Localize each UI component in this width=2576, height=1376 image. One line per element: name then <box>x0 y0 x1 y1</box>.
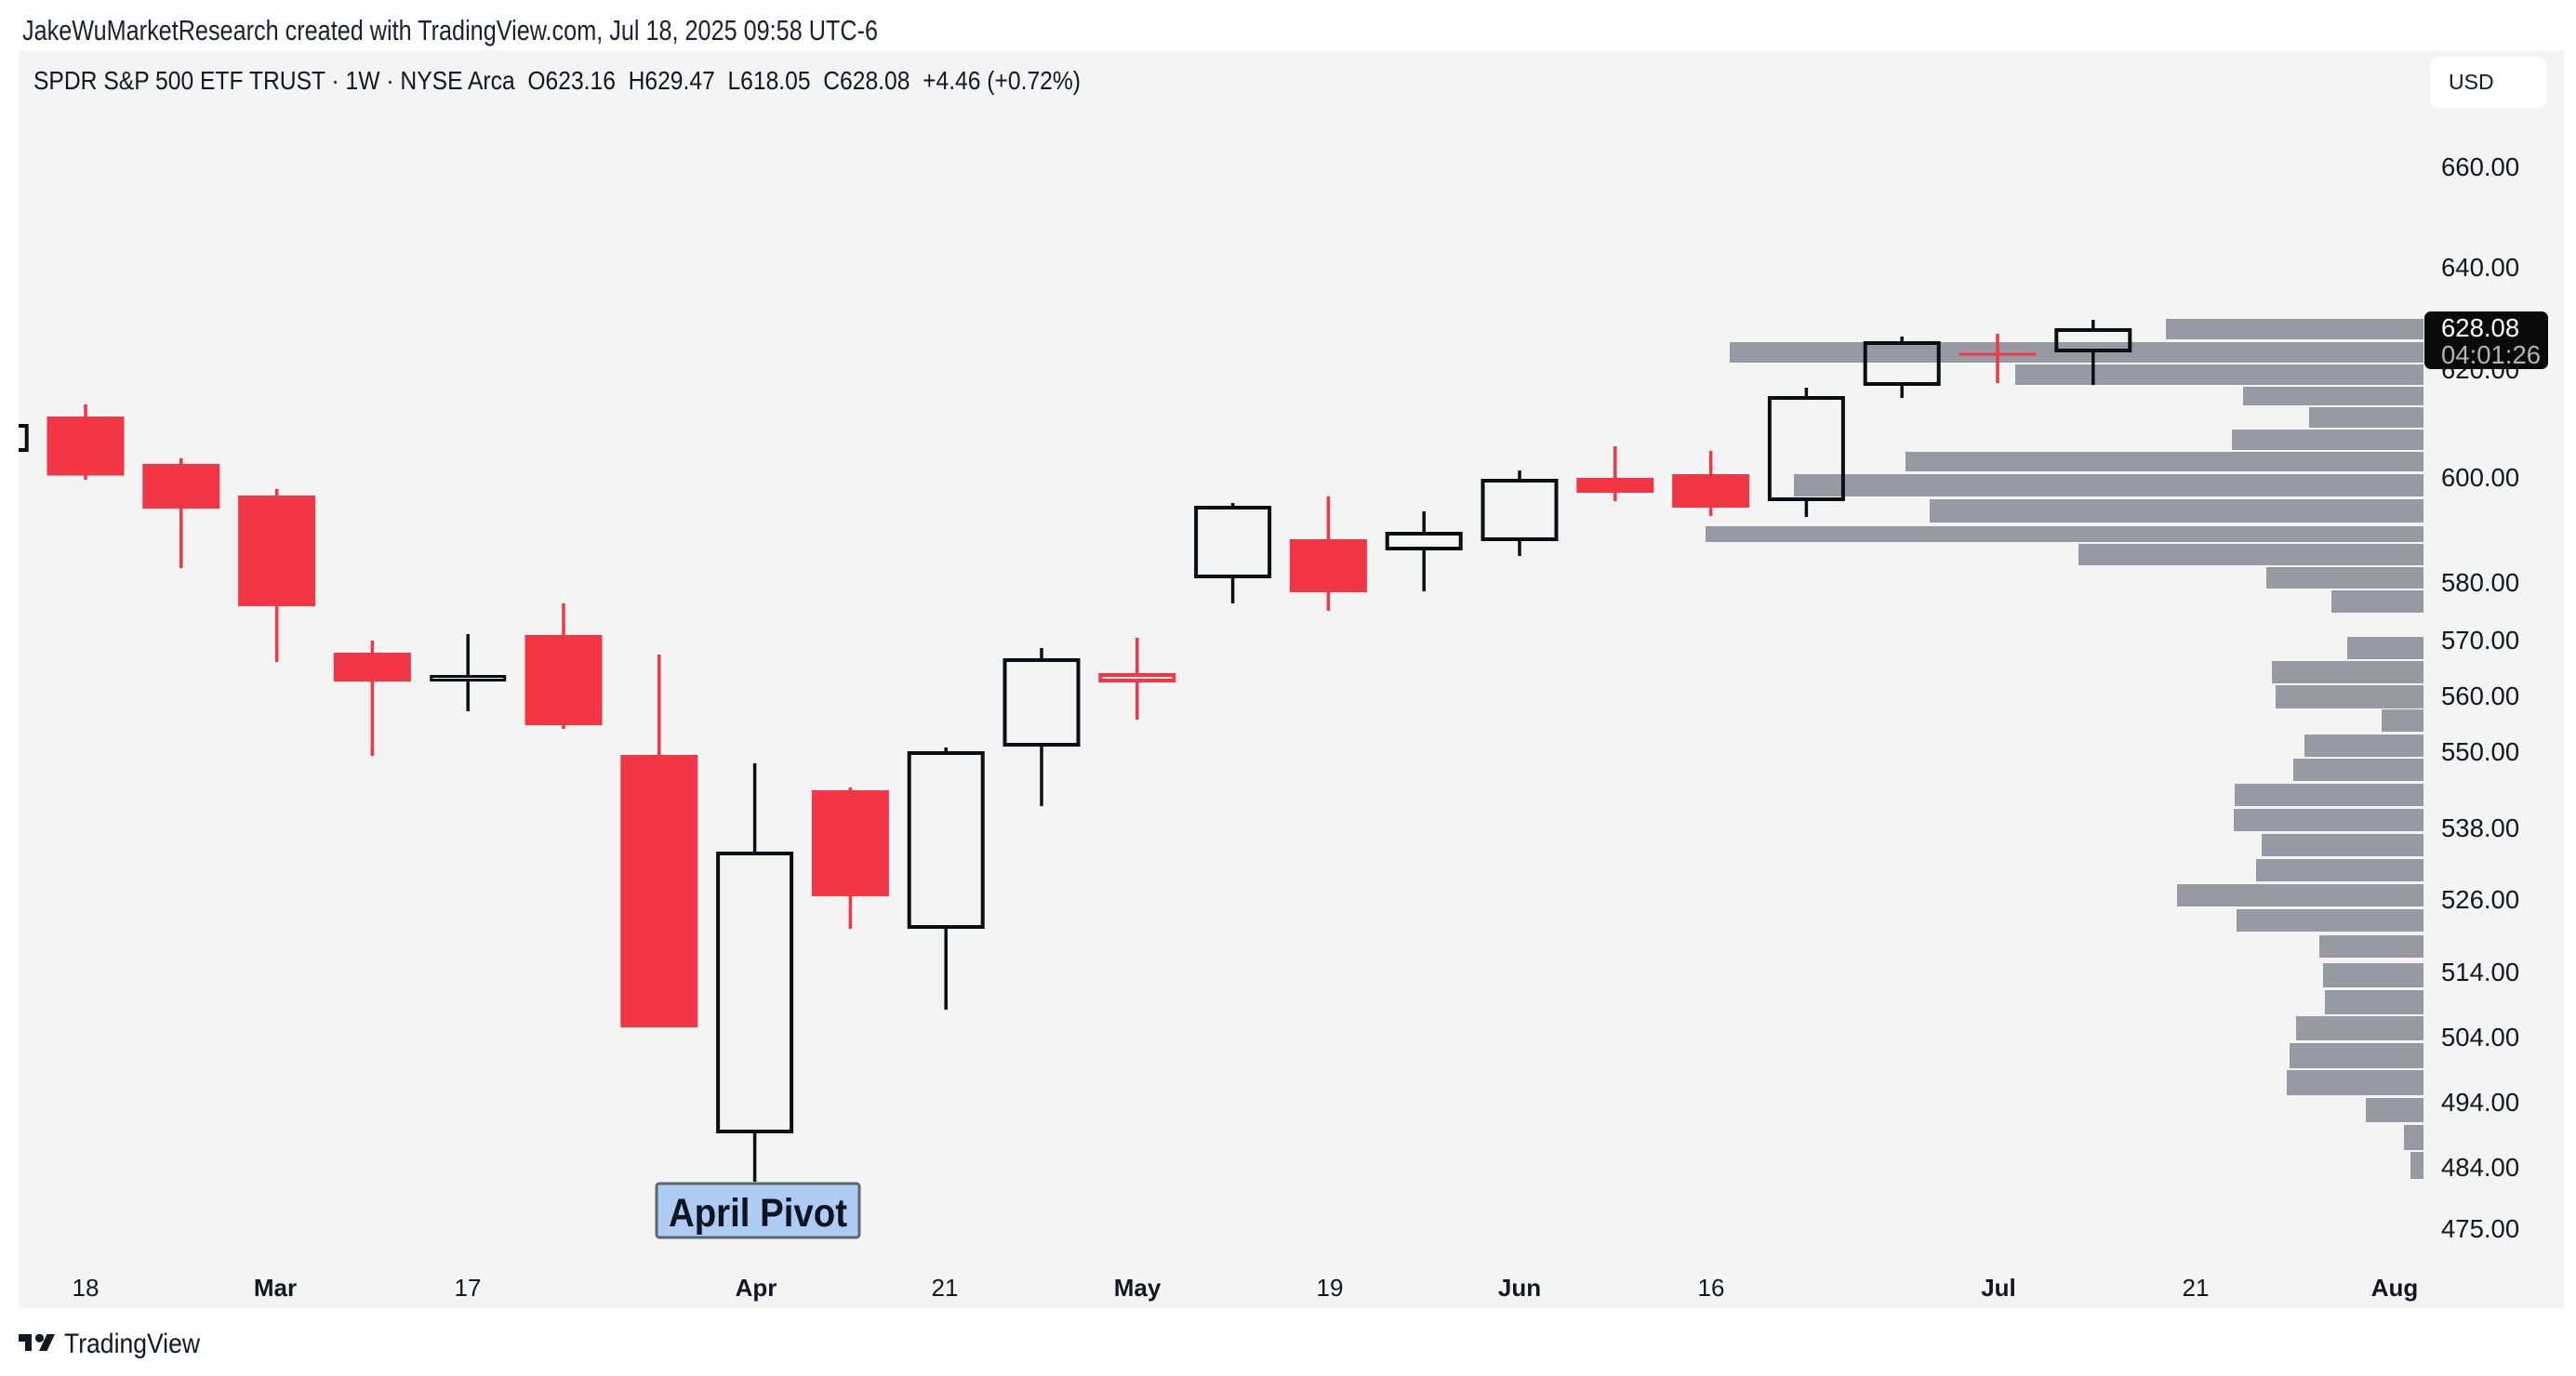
svg-text:570.00: 570.00 <box>2441 626 2519 655</box>
svg-text:Apr: Apr <box>736 1274 777 1302</box>
svg-text:Jun: Jun <box>1498 1274 1541 1302</box>
svg-text:17: 17 <box>455 1274 482 1302</box>
svg-text:USD: USD <box>2449 70 2494 94</box>
svg-text:494.00: 494.00 <box>2441 1088 2519 1117</box>
svg-text:484.00: 484.00 <box>2441 1153 2519 1182</box>
svg-text:660.00: 660.00 <box>2441 152 2519 181</box>
svg-text:526.00: 526.00 <box>2441 885 2519 914</box>
svg-text:475.00: 475.00 <box>2441 1214 2519 1243</box>
svg-text:Jul: Jul <box>1981 1274 2016 1302</box>
svg-text:JakeWuMarketResearch created w: JakeWuMarketResearch created with Tradin… <box>22 14 878 46</box>
svg-text:16: 16 <box>1698 1274 1725 1302</box>
svg-text:21: 21 <box>2183 1274 2210 1302</box>
svg-text:19: 19 <box>1317 1274 1344 1302</box>
svg-text:514.00: 514.00 <box>2441 958 2519 986</box>
svg-text:550.00: 550.00 <box>2441 737 2519 766</box>
svg-text:April Pivot: April Pivot <box>669 1192 847 1236</box>
svg-text:Mar: Mar <box>254 1274 297 1302</box>
svg-text:May: May <box>1114 1274 1162 1302</box>
svg-text:538.00: 538.00 <box>2441 814 2519 842</box>
svg-text:Aug: Aug <box>2371 1274 2419 1302</box>
svg-text:600.00: 600.00 <box>2441 463 2519 492</box>
svg-text:18: 18 <box>73 1274 100 1302</box>
svg-text:628.08: 628.08 <box>2441 313 2519 342</box>
svg-text:504.00: 504.00 <box>2441 1023 2519 1052</box>
svg-text:640.00: 640.00 <box>2441 253 2519 282</box>
svg-text:SPDR S&P 500 ETF TRUST · 1W ·: SPDR S&P 500 ETF TRUST · 1W · NYSE Arca … <box>33 66 1081 95</box>
svg-text:21: 21 <box>932 1274 959 1302</box>
svg-text:TradingView: TradingView <box>64 1329 200 1359</box>
svg-text:560.00: 560.00 <box>2441 681 2519 710</box>
svg-text:580.00: 580.00 <box>2441 568 2519 597</box>
svg-text:04:01:26: 04:01:26 <box>2441 340 2541 369</box>
